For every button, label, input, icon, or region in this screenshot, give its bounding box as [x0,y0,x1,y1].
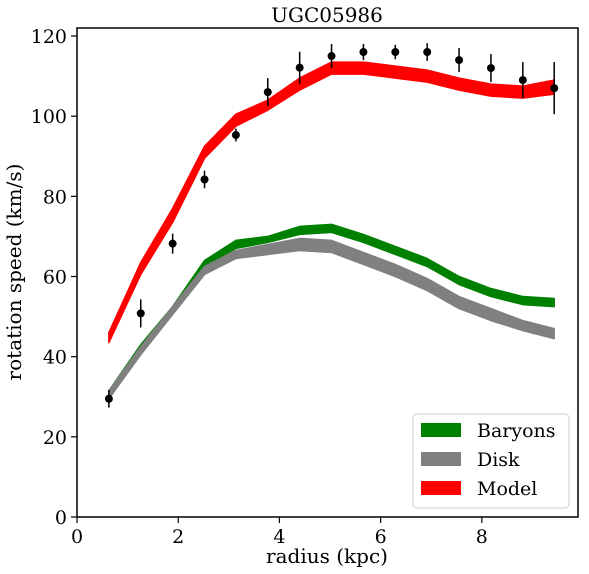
data-point [423,48,432,57]
data-point [550,84,559,93]
observed-points-layer [104,43,559,408]
x-tick-label: 6 [375,526,387,548]
legend-label-baryons: Baryons [477,420,556,442]
y-tick-label: 80 [43,186,67,208]
y-tick-label: 0 [55,507,67,529]
y-tick-label: 40 [43,347,67,369]
data-point [486,64,495,73]
y-tick-label: 20 [43,427,67,449]
data-point [263,88,272,97]
band-layer [108,61,555,400]
legend-swatch-disk [421,452,461,466]
data-point [168,239,177,248]
data-point [455,56,464,65]
data-point [295,63,304,72]
data-point [518,76,527,85]
x-tick-label: 2 [172,526,184,548]
legend: Baryons Disk Model [412,413,570,509]
y-axis-label: rotation speed (km/s) [2,164,26,381]
y-tick-label: 120 [31,26,67,48]
x-tick-label: 0 [71,526,83,548]
x-tick-label: 4 [273,526,285,548]
band-disk [108,237,555,400]
x-tick-label: 8 [476,526,488,548]
data-point [327,52,336,61]
data-point [104,394,113,403]
legend-swatch-baryons [421,423,461,437]
data-point [359,48,368,57]
band-baryons [108,223,555,396]
y-axis-ticks: 0 20 40 60 80 100 120 [31,26,77,529]
plot-frame [76,27,579,518]
y-tick-label: 100 [31,106,67,128]
legend-swatch-model [421,481,461,495]
band-model [108,61,555,344]
chart-title: UGC05986 [271,3,383,27]
data-point [231,131,240,140]
y-tick-label: 60 [43,267,67,289]
data-point [136,309,145,318]
data-point [200,175,209,184]
legend-label-disk: Disk [477,449,520,471]
x-axis-ticks: 0 2 4 6 8 [71,517,488,548]
data-point [391,48,400,57]
x-axis-label: radius (kpc) [266,544,388,568]
legend-label-model: Model [477,478,537,500]
